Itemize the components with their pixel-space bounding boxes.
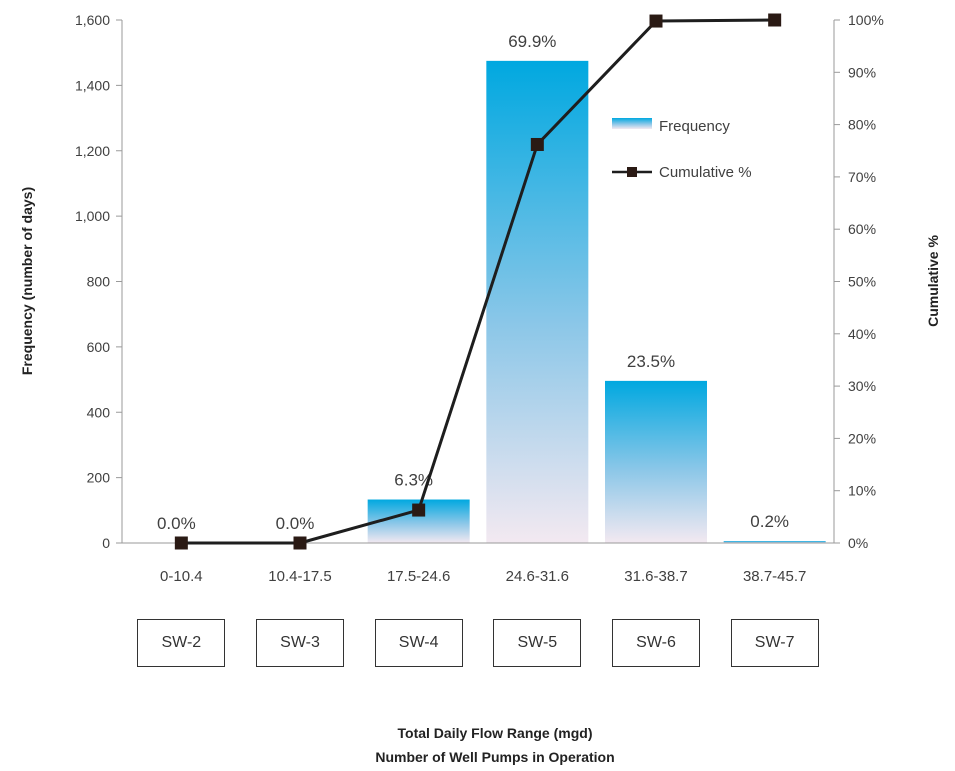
cumulative-marker [768, 13, 782, 27]
left-tick-label: 1,200 [75, 143, 110, 159]
bar-data-label: 69.9% [508, 32, 556, 51]
right-tick-label: 30% [848, 378, 876, 394]
left-tick-label: 0 [102, 535, 110, 551]
pump-label-box: SW-4 [374, 619, 463, 667]
legend-frequency-label: Frequency [659, 118, 730, 135]
right-tick-label: 70% [848, 169, 876, 185]
bar-data-label: 0.2% [750, 512, 789, 531]
x-axis-categories: 0-10.4 10.4-17.5 17.5-24.6 24.6-31.6 31.6-38… [160, 568, 806, 585]
category-label: 17.5-24.6 [387, 568, 450, 585]
right-tick-label: 10% [848, 483, 876, 499]
right-tick-label: 80% [848, 117, 876, 133]
left-tick-label: 1,600 [75, 12, 110, 28]
category-label: 31.6-38.7 [624, 568, 687, 585]
bar-data-label: 6.3% [394, 471, 433, 490]
category-label: 10.4-17.5 [268, 568, 331, 585]
right-tick-label: 0% [848, 535, 868, 551]
right-axis-ticks: 0% 10% 20% 30% 40% 50% 60% 70% 80% 90% 100% [834, 12, 884, 551]
cumulative-line [181, 18, 775, 545]
legend-cumulative-label: Cumulative % [659, 164, 752, 181]
bar-data-labels: 0.0% 0.0% 6.3% 69.9% 23.5% 0.2% [157, 32, 789, 533]
left-tick-label: 1,000 [75, 208, 110, 224]
left-tick-label: 400 [87, 404, 111, 420]
pump-label-box: SW-3 [256, 619, 344, 667]
bar-data-label: 0.0% [276, 514, 315, 533]
legend-cumulative-marker [627, 167, 637, 177]
cumulative-marker [412, 503, 426, 517]
frequency-bar [723, 541, 826, 543]
left-axis-title: Frequency (number of days) [19, 187, 35, 375]
frequency-bar [486, 60, 589, 543]
legend-frequency-swatch [612, 118, 652, 129]
cumulative-marker [174, 536, 188, 550]
left-tick-label: 800 [87, 274, 111, 290]
right-tick-label: 20% [848, 430, 876, 446]
cumulative-marker [530, 137, 544, 151]
cumulative-marker [649, 14, 663, 28]
x-axis-subtitle: Number of Well Pumps in Operation [375, 749, 615, 765]
cumulative-marker [293, 536, 307, 550]
bar-data-label: 23.5% [627, 352, 675, 371]
frequency-bars [367, 60, 826, 543]
right-tick-label: 60% [848, 221, 876, 237]
pump-label-box: SW-5 [493, 619, 582, 667]
right-tick-label: 40% [848, 326, 876, 342]
pump-label-box: SW-6 [612, 619, 700, 667]
left-tick-label: 600 [87, 339, 111, 355]
right-axis-title: Cumulative % [925, 235, 941, 327]
category-label: 24.6-31.6 [506, 568, 569, 585]
category-label: 0-10.4 [160, 568, 203, 585]
axes [121, 20, 835, 544]
bar-data-label: 0.0% [157, 514, 196, 533]
right-tick-label: 90% [848, 64, 876, 80]
pump-label-box: SW-7 [730, 619, 819, 667]
pump-label-box: SW-2 [137, 619, 226, 667]
right-tick-label: 100% [848, 12, 884, 28]
cumulative-line-series [174, 13, 782, 550]
left-axis-ticks: 0 200 400 600 800 1,000 1,200 1,400 1,600 [75, 12, 122, 551]
right-tick-label: 50% [848, 274, 876, 290]
frequency-bar [605, 380, 707, 543]
x-axis-title: Total Daily Flow Range (mgd) [397, 725, 593, 741]
left-tick-label: 200 [87, 470, 111, 486]
left-tick-label: 1,400 [75, 77, 110, 93]
category-label: 38.7-45.7 [743, 568, 806, 585]
legend: Frequency Cumulative % [612, 118, 752, 181]
